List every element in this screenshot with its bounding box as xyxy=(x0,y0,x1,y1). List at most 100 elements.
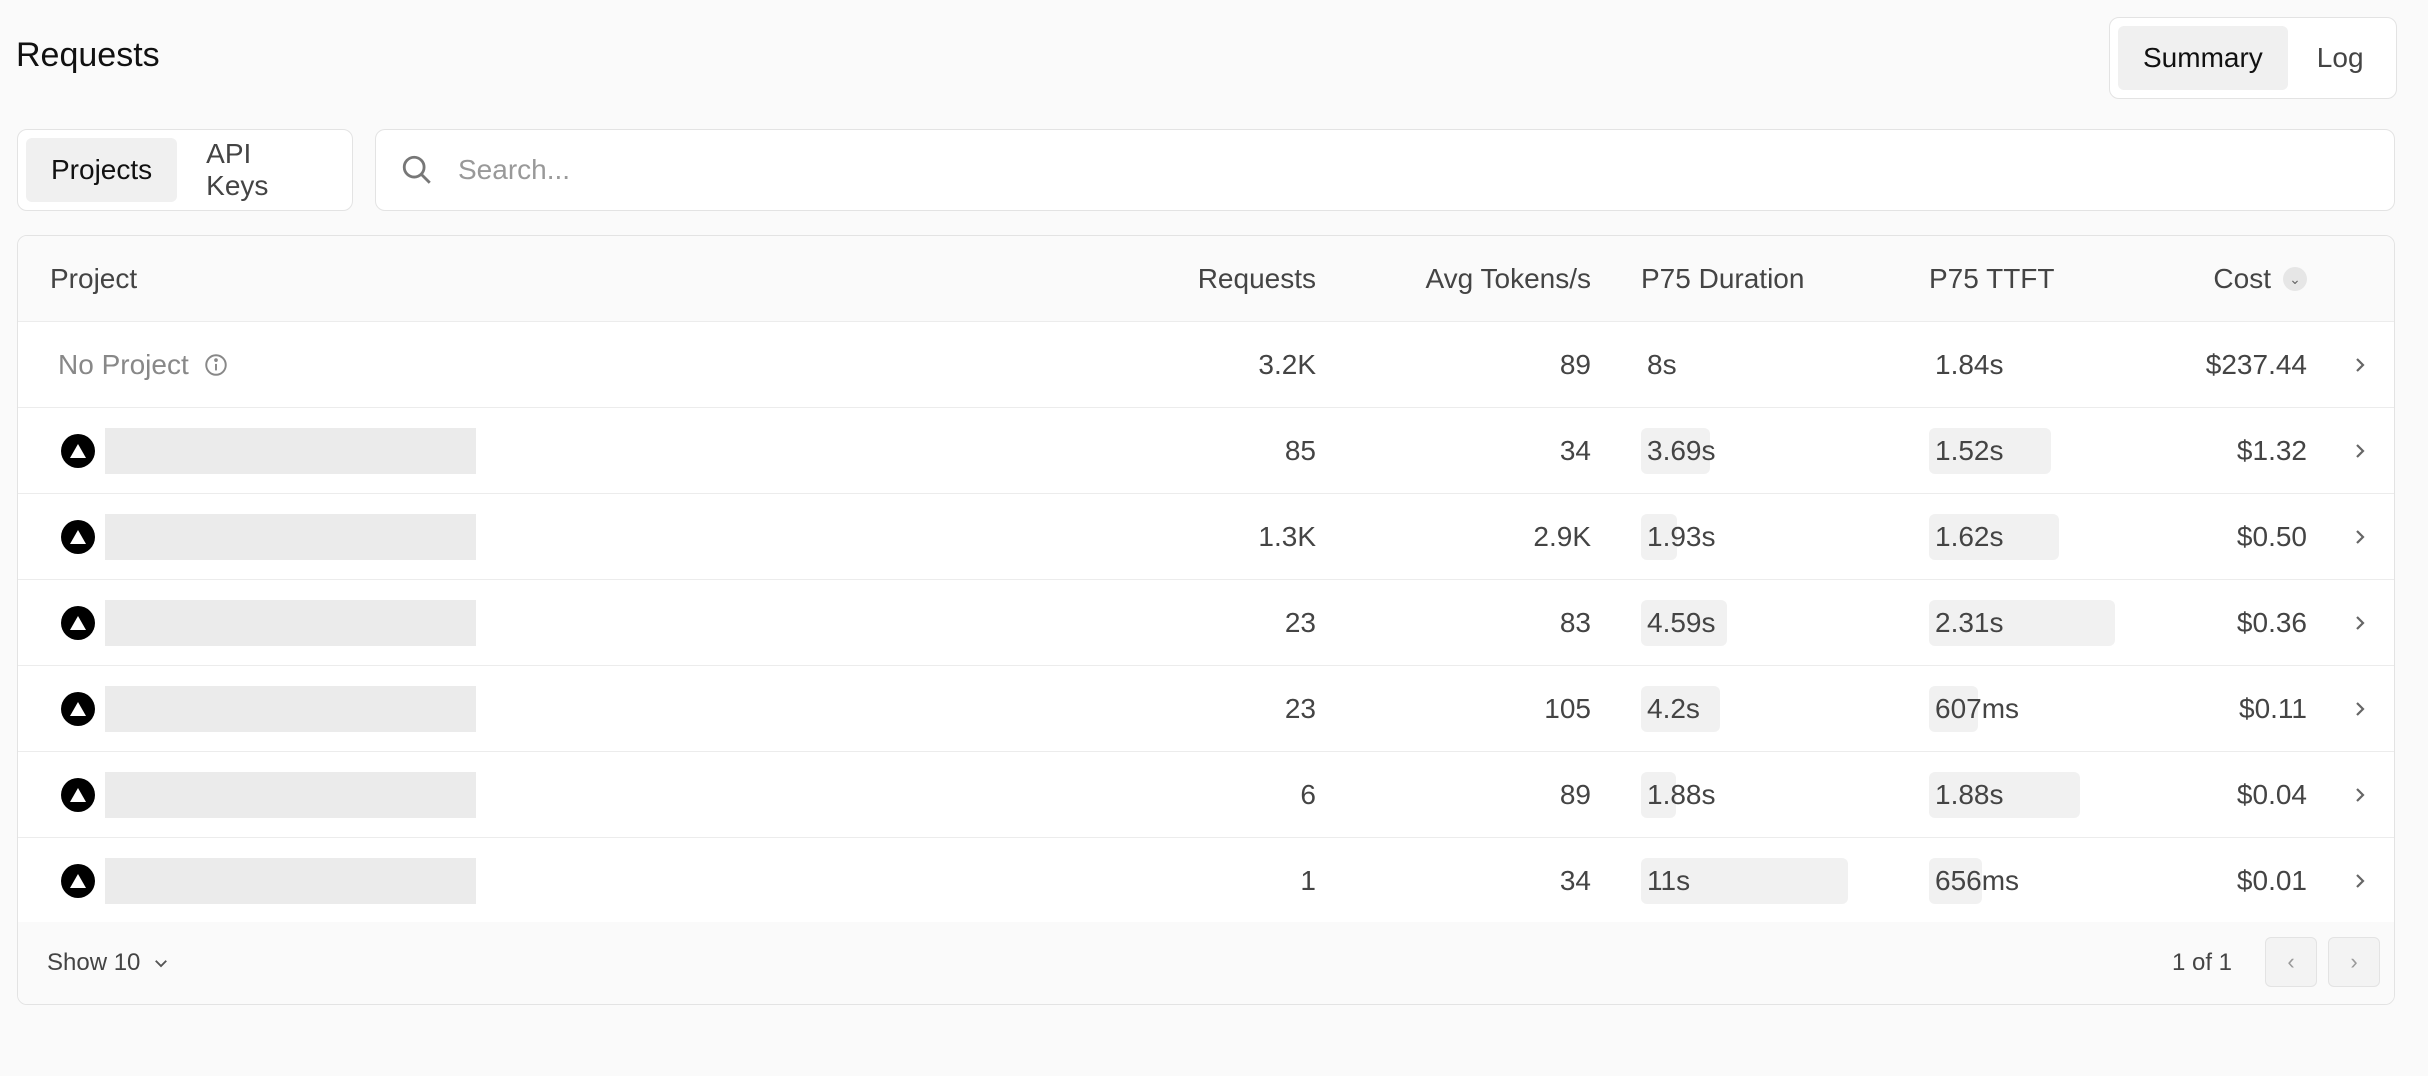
project-name xyxy=(61,494,476,580)
p75-duration-cell: 1.88s xyxy=(1641,752,1901,838)
project-name xyxy=(61,580,476,666)
p75-duration-cell: 11s xyxy=(1641,838,1901,924)
row-chevron-icon[interactable] xyxy=(2352,322,2368,408)
chevron-left-icon: ‹ xyxy=(2287,949,2295,974)
duration-bar xyxy=(1641,428,1711,474)
row-chevron-icon[interactable] xyxy=(2352,838,2368,924)
table-row[interactable]: 6 89 1.88s 1.88s $0.04 xyxy=(18,752,2394,838)
p75-ttft-cell: 656ms xyxy=(1929,838,2189,924)
project-logo-icon xyxy=(61,692,95,726)
duration-bar xyxy=(1641,686,1721,732)
col-requests[interactable]: Requests xyxy=(1197,263,1316,294)
p75-duration-cell: 4.2s xyxy=(1641,666,1901,752)
row-chevron-icon[interactable] xyxy=(2352,494,2368,580)
p75-ttft-value: 1.62s xyxy=(1935,521,2004,552)
col-p75-duration[interactable]: P75 Duration xyxy=(1641,263,1805,294)
table-row[interactable]: No Project 3.2K 89 8s 1.84s $237.44 xyxy=(18,322,2394,408)
requests-value: 23 xyxy=(1284,607,1316,638)
cost-value: $0.04 xyxy=(2236,779,2307,810)
avg-tokens-value: 34 xyxy=(1559,865,1591,896)
requests-value: 3.2K xyxy=(1258,349,1316,380)
project-name: No Project xyxy=(58,322,229,408)
p75-duration-value: 4.59s xyxy=(1647,607,1716,638)
p75-ttft-cell: 607ms xyxy=(1929,666,2189,752)
group-by-toggle: Projects API Keys xyxy=(17,129,353,211)
chevron-right-icon: › xyxy=(2350,949,2358,974)
col-avg-tokens[interactable]: Avg Tokens/s xyxy=(1425,263,1591,294)
p75-ttft-value: 1.88s xyxy=(1935,779,2004,810)
duration-bar xyxy=(1641,772,1677,818)
requests-value: 85 xyxy=(1284,435,1316,466)
projects-table: Project Requests Avg Tokens/s P75 Durati… xyxy=(17,235,2395,1005)
row-chevron-icon[interactable] xyxy=(2352,666,2368,752)
requests-value: 1 xyxy=(1300,865,1316,896)
requests-value: 6 xyxy=(1300,779,1316,810)
p75-duration-value: 8s xyxy=(1647,349,1677,380)
page-title: Requests xyxy=(16,36,160,74)
redacted-project-name xyxy=(105,858,476,904)
project-logo-icon xyxy=(61,864,95,898)
p75-ttft-value: 1.52s xyxy=(1935,435,2004,466)
redacted-project-name xyxy=(105,772,476,818)
tab-api-keys[interactable]: API Keys xyxy=(206,138,269,201)
requests-value: 1.3K xyxy=(1258,521,1316,552)
project-logo-icon xyxy=(61,606,95,640)
col-cost[interactable]: Cost ⌄ xyxy=(2213,236,2307,322)
project-name xyxy=(61,752,476,838)
avg-tokens-value: 89 xyxy=(1559,349,1591,380)
p75-ttft-value: 656ms xyxy=(1935,865,2020,896)
cost-value: $0.11 xyxy=(2239,693,2307,724)
project-logo-icon xyxy=(61,778,95,812)
cost-value: $0.50 xyxy=(2236,521,2307,552)
redacted-project-name xyxy=(105,686,476,732)
tab-log[interactable]: Log xyxy=(2316,42,2364,73)
p75-duration-value: 1.93s xyxy=(1647,521,1716,552)
avg-tokens-value: 2.9K xyxy=(1533,521,1591,552)
table-row[interactable]: 23 83 4.59s 2.31s $0.36 xyxy=(18,580,2394,666)
table-row[interactable]: 23 105 4.2s 607ms $0.11 xyxy=(18,666,2394,752)
p75-ttft-value: 2.31s xyxy=(1935,607,2004,638)
avg-tokens-value: 105 xyxy=(1544,693,1591,724)
p75-duration-cell: 1.93s xyxy=(1641,494,1901,580)
col-project[interactable]: Project xyxy=(50,263,138,294)
p75-ttft-value: 607ms xyxy=(1935,693,2020,724)
project-logo-icon xyxy=(61,434,95,468)
avg-tokens-value: 89 xyxy=(1559,779,1591,810)
next-page-button[interactable]: › xyxy=(2328,937,2380,987)
project-logo-icon xyxy=(61,520,95,554)
project-name xyxy=(61,666,476,752)
table-footer: Show 10 1 of 1 ‹ › xyxy=(18,922,2394,1004)
sort-desc-icon: ⌄ xyxy=(2283,267,2307,291)
duration-bar xyxy=(1641,858,1848,904)
page-size-select[interactable]: Show 10 xyxy=(47,922,170,1004)
row-chevron-icon[interactable] xyxy=(2352,752,2368,838)
p75-ttft-cell: 1.84s xyxy=(1929,322,2189,408)
row-chevron-icon[interactable] xyxy=(2352,408,2368,494)
ttft-bar xyxy=(1929,772,2081,818)
p75-duration-cell: 3.69s xyxy=(1641,408,1901,494)
duration-bar xyxy=(1641,514,1678,560)
info-icon xyxy=(204,354,227,376)
p75-ttft-value: 1.84s xyxy=(1935,349,2004,380)
chevron-down-icon xyxy=(155,960,168,968)
ttft-bar xyxy=(1929,514,2060,560)
avg-tokens-value: 83 xyxy=(1559,607,1591,638)
ttft-bar xyxy=(1929,600,2115,646)
table-row[interactable]: 1 34 11s 656ms $0.01 xyxy=(18,838,2394,924)
cost-value: $0.36 xyxy=(2236,607,2307,638)
col-p75-ttft[interactable]: P75 TTFT xyxy=(1929,263,2055,294)
search-icon xyxy=(402,155,431,184)
col-cost-label: Cost xyxy=(2213,263,2271,294)
search-input[interactable] xyxy=(458,154,2394,186)
prev-page-button[interactable]: ‹ xyxy=(2265,937,2317,987)
tab-summary[interactable]: Summary xyxy=(2118,26,2288,90)
tab-projects[interactable]: Projects xyxy=(26,138,178,202)
p75-ttft-cell: 1.88s xyxy=(1929,752,2189,838)
table-row[interactable]: 1.3K 2.9K 1.93s 1.62s $0.50 xyxy=(18,494,2394,580)
redacted-project-name xyxy=(105,600,476,646)
p75-duration-value: 1.88s xyxy=(1647,779,1716,810)
redacted-project-name xyxy=(105,428,476,474)
table-row[interactable]: 85 34 3.69s 1.52s $1.32 xyxy=(18,408,2394,494)
row-chevron-icon[interactable] xyxy=(2352,580,2368,666)
p75-duration-cell: 4.59s xyxy=(1641,580,1901,666)
